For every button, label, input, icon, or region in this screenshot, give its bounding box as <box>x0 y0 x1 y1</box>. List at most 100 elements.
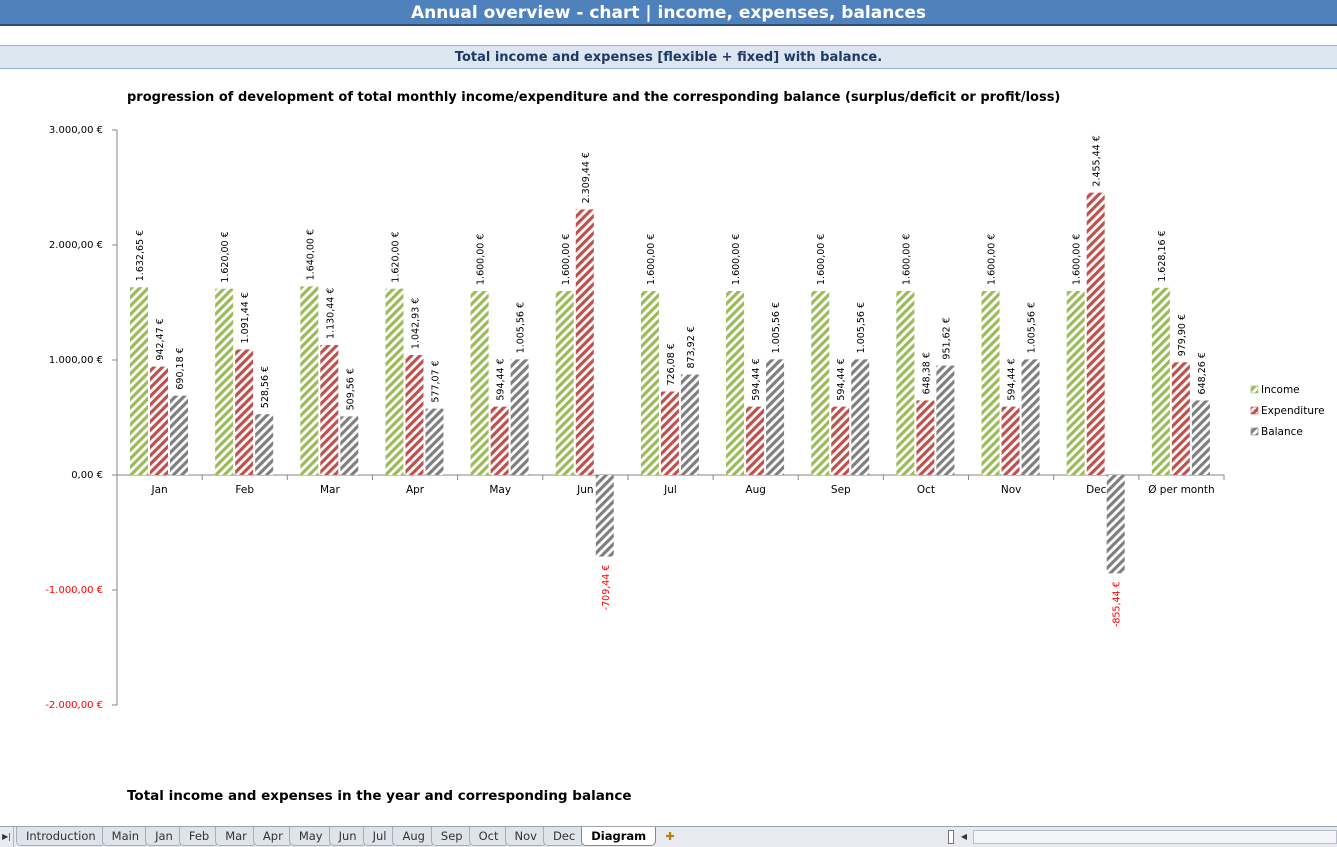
sheet-tab-jul[interactable]: Jul <box>362 827 397 846</box>
expenditure-bar <box>660 391 679 475</box>
balance-data-label: 1.005,56 € <box>516 302 527 353</box>
income-bar <box>555 291 574 475</box>
sheet-tab-oct[interactable]: Oct <box>468 827 509 846</box>
balance-bar <box>510 359 529 475</box>
sheet-tab-feb[interactable]: Feb <box>178 827 220 846</box>
expenditure-data-label: 1.091,44 € <box>240 292 251 343</box>
y-tick-label: -1.000,00 € <box>45 585 103 596</box>
balance-bar <box>340 416 359 475</box>
balance-data-label: 509,56 € <box>345 368 356 410</box>
x-tick-label: Jan <box>150 484 167 496</box>
income-bar <box>470 291 489 475</box>
expenditure-data-label: 726,08 € <box>666 343 677 385</box>
sheet-tab-apr[interactable]: Apr <box>252 827 293 846</box>
y-tick-label: 0,00 € <box>71 470 103 481</box>
horizontal-scrollbar[interactable]: ◀ <box>948 828 1337 846</box>
balance-data-label: 873,92 € <box>686 326 697 368</box>
income-data-label: 1.600,00 € <box>901 234 912 285</box>
sheet-title: Annual overview - chart | income, expens… <box>410 3 927 23</box>
income-data-label: 1.600,00 € <box>646 234 657 285</box>
expenditure-bar <box>831 406 850 475</box>
sheet-tab-main[interactable]: Main <box>101 827 150 846</box>
expenditure-data-label: 594,44 € <box>751 358 762 400</box>
expenditure-bar <box>1086 192 1105 475</box>
income-data-label: 1.600,00 € <box>1072 234 1083 285</box>
income-data-label: 1.620,00 € <box>390 231 401 282</box>
expenditure-data-label: 2.309,44 € <box>581 152 592 203</box>
balance-data-label: 648,26 € <box>1197 352 1208 394</box>
expenditure-data-label: 594,44 € <box>836 358 847 400</box>
scroll-track[interactable] <box>973 830 1337 844</box>
x-tick-label: Nov <box>1001 484 1022 496</box>
expenditure-data-label: 979,90 € <box>1177 314 1188 356</box>
sheet-tab-may[interactable]: May <box>288 827 333 846</box>
sheet-tab-sep[interactable]: Sep <box>430 827 473 846</box>
sheet-tab-aug[interactable]: Aug <box>392 827 435 846</box>
sheet-tab-bar: ▶| Introduction Main Jan Feb Mar Apr May Jun Jul… <box>0 826 1337 847</box>
income-bar <box>640 291 659 475</box>
balance-bar <box>936 365 955 475</box>
expenditure-bar <box>235 349 254 475</box>
x-tick-label: Dec <box>1086 484 1107 496</box>
expenditure-data-label: 1.042,93 € <box>410 298 421 349</box>
income-data-label: 1.640,00 € <box>305 229 316 280</box>
legend-swatch-balance <box>1250 427 1259 436</box>
y-tick-label: 1.000,00 € <box>49 355 103 366</box>
sheet-subtitle: Total income and expenses [flexible + fi… <box>454 50 883 65</box>
x-tick-label: Sep <box>831 484 851 496</box>
sheet-tab-jan[interactable]: Jan <box>145 827 183 846</box>
balance-bar <box>595 475 614 557</box>
expenditure-bar <box>150 366 168 475</box>
sheet-title-bar: Annual overview - chart | income, expens… <box>0 0 1337 26</box>
legend-swatch-expenditure <box>1250 406 1259 415</box>
sheet-tab-nov[interactable]: Nov <box>504 827 547 846</box>
scroll-left-icon[interactable]: ◀ <box>960 832 968 841</box>
balance-bar <box>766 359 785 475</box>
tab-scroll-icon[interactable]: ▶| <box>0 827 14 847</box>
balance-data-label: 1.005,56 € <box>771 302 782 353</box>
balance-bar <box>425 408 444 475</box>
income-data-label: 1.600,00 € <box>731 234 742 285</box>
expenditure-bar <box>490 406 509 475</box>
expenditure-bar <box>916 400 935 475</box>
balance-data-label: 690,18 € <box>175 347 186 389</box>
x-tick-label: Mar <box>320 484 340 496</box>
sheet-tab-dec[interactable]: Dec <box>542 827 586 846</box>
balance-bar <box>680 374 699 475</box>
income-data-label: 1.620,00 € <box>220 231 231 282</box>
income-data-label: 1.632,65 € <box>135 230 146 281</box>
sheet-tab-introduction[interactable]: Introduction <box>16 827 106 846</box>
balance-bar <box>1106 475 1125 574</box>
income-bar <box>726 291 745 475</box>
x-tick-label: Ø per month <box>1148 484 1214 496</box>
x-tick-label: Feb <box>235 484 254 496</box>
income-data-label: 1.628,16 € <box>1157 230 1168 281</box>
balance-bar <box>255 414 274 475</box>
expenditure-bar <box>1171 362 1190 475</box>
chart-title: progression of development of total mont… <box>127 90 1061 105</box>
sheet-tab-mar[interactable]: Mar <box>215 827 257 846</box>
x-tick-label: Jul <box>663 484 677 496</box>
sheet-tab-diagram[interactable]: Diagram <box>581 827 657 846</box>
bar-chart[interactable]: 3.000,00 € 2.000,00 € 1.000,00 € 0,00 € -1.0… <box>0 120 1337 730</box>
insert-sheet-icon[interactable]: ✚ <box>665 830 675 843</box>
split-handle-icon[interactable] <box>948 830 954 844</box>
expenditure-data-label: 1.130,44 € <box>325 288 336 339</box>
income-data-label: 1.600,00 € <box>816 234 827 285</box>
balance-bar <box>1021 359 1040 475</box>
legend-label-expenditure: Expenditure <box>1261 405 1325 417</box>
expenditure-bar <box>1001 406 1020 475</box>
x-tick-label: May <box>489 484 511 496</box>
balance-data-label: 577,07 € <box>430 360 441 402</box>
balance-data-label: -709,44 € <box>601 565 612 611</box>
y-tick-label: 3.000,00 € <box>49 125 103 136</box>
income-bar <box>896 291 915 475</box>
x-tick-label: Apr <box>406 484 425 496</box>
balance-bar <box>1191 400 1210 475</box>
sheet-subtitle-bar: Total income and expenses [flexible + fi… <box>0 45 1337 69</box>
expenditure-bar <box>575 209 594 475</box>
expenditure-bar <box>405 355 424 475</box>
expenditure-data-label: 594,44 € <box>496 358 507 400</box>
sheet-tab-jun[interactable]: Jun <box>328 827 367 846</box>
y-tick-label: 2.000,00 € <box>49 240 103 251</box>
